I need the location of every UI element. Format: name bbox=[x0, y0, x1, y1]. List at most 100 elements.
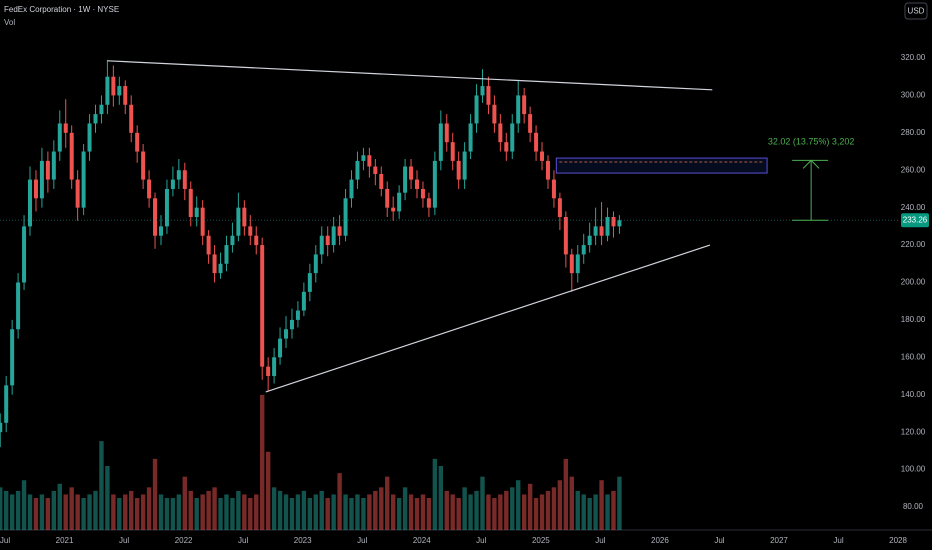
volume-bar bbox=[182, 476, 188, 530]
last-price-box bbox=[901, 213, 929, 228]
volume-bar bbox=[301, 490, 307, 530]
candle-body bbox=[534, 132, 539, 152]
candle-body bbox=[510, 123, 515, 152]
volume-bar bbox=[325, 498, 330, 530]
volume-bar bbox=[129, 490, 134, 530]
volume-bar bbox=[468, 494, 473, 530]
y-tick-label: 80.00 bbox=[903, 502, 924, 511]
candle-body bbox=[0, 422, 3, 433]
y-tick-label: 280.00 bbox=[901, 128, 926, 137]
candle-body bbox=[117, 86, 122, 96]
candle-body bbox=[480, 86, 485, 96]
volume-bar bbox=[230, 498, 235, 530]
candle-body bbox=[176, 170, 181, 180]
candle-body bbox=[581, 245, 586, 255]
volume-bar bbox=[414, 498, 420, 530]
volume-bar bbox=[373, 490, 378, 530]
candle-body bbox=[569, 254, 574, 274]
volume-bar bbox=[349, 498, 354, 530]
candle-body bbox=[468, 123, 473, 152]
y-tick-label: 220.00 bbox=[901, 240, 926, 249]
volume-bar bbox=[194, 498, 199, 530]
candle-body bbox=[147, 179, 152, 199]
volume-bar bbox=[188, 490, 193, 530]
last-price-label: 233.26 bbox=[903, 215, 928, 224]
candle-body bbox=[164, 188, 169, 227]
y-tick-label: 140.00 bbox=[901, 390, 926, 399]
candle-body bbox=[194, 207, 199, 218]
candle-body bbox=[69, 132, 74, 180]
candle-body bbox=[450, 142, 455, 161]
candle-body bbox=[474, 95, 479, 124]
candle-body bbox=[415, 179, 420, 189]
volume-bar bbox=[200, 494, 205, 530]
candle-body bbox=[551, 179, 556, 199]
volume-bar bbox=[605, 494, 610, 530]
candle-body bbox=[33, 179, 38, 199]
volume-bar bbox=[516, 480, 521, 530]
volume-bar bbox=[254, 494, 259, 530]
volume-bar bbox=[438, 466, 444, 530]
volume-bar bbox=[361, 498, 366, 530]
candle-body bbox=[563, 217, 568, 255]
volume-bar bbox=[105, 466, 110, 530]
candle-body bbox=[617, 220, 622, 227]
candle-body bbox=[349, 179, 354, 199]
candle-body bbox=[516, 95, 521, 124]
candle-body bbox=[337, 226, 342, 236]
candle-body bbox=[426, 198, 431, 208]
x-tick-label: 2023 bbox=[294, 536, 312, 545]
y-tick-label: 240.00 bbox=[901, 203, 926, 212]
volume-bar bbox=[385, 476, 390, 530]
x-tick-label: Jul bbox=[119, 536, 129, 545]
candle-body bbox=[432, 160, 437, 208]
candle-body bbox=[93, 114, 98, 124]
candle-body bbox=[361, 155, 366, 161]
currency-label[interactable]: USD bbox=[908, 7, 925, 16]
candle-body bbox=[182, 170, 187, 189]
y-tick-label: 300.00 bbox=[901, 91, 926, 100]
volume-bar bbox=[444, 490, 449, 530]
y-tick-label: 260.00 bbox=[901, 165, 926, 174]
candle-body bbox=[367, 155, 372, 167]
trendline bbox=[265, 244, 711, 393]
volume-bar bbox=[432, 458, 438, 530]
candle-body bbox=[486, 86, 491, 105]
volume-bar bbox=[456, 498, 461, 530]
x-tick-label: Jul bbox=[595, 536, 605, 545]
volume-bar bbox=[551, 487, 557, 530]
y-tick-label: 320.00 bbox=[901, 53, 926, 62]
volume-bar bbox=[575, 490, 580, 530]
volume-bar bbox=[51, 490, 57, 530]
volume-bar bbox=[134, 498, 140, 530]
candle-body bbox=[355, 160, 360, 180]
volume-bar bbox=[426, 498, 432, 530]
volume-bar bbox=[146, 487, 152, 530]
candle-body bbox=[540, 151, 545, 161]
volume-bar bbox=[593, 494, 598, 530]
candle-body bbox=[266, 366, 271, 377]
volume-bar bbox=[9, 494, 15, 530]
candle-body bbox=[153, 198, 158, 236]
y-tick-label: 100.00 bbox=[901, 465, 926, 474]
volume-bar bbox=[283, 494, 289, 530]
currency-button[interactable] bbox=[904, 2, 928, 20]
volume-bar bbox=[545, 490, 551, 530]
x-tick-label: 2026 bbox=[651, 536, 669, 545]
candle-body bbox=[224, 245, 229, 264]
x-tick-label: 2027 bbox=[770, 536, 788, 545]
volume-bar bbox=[474, 490, 479, 530]
candle-body bbox=[248, 226, 253, 236]
x-tick-label: 2022 bbox=[175, 536, 193, 545]
volume-bar bbox=[45, 498, 51, 530]
volume-bar bbox=[15, 490, 21, 530]
volume-bar bbox=[0, 487, 3, 530]
candle-body bbox=[22, 226, 27, 283]
x-tick-label: Jul bbox=[476, 536, 486, 545]
candle-body bbox=[438, 123, 443, 161]
candle-body bbox=[295, 310, 300, 320]
candle-body bbox=[504, 142, 509, 152]
volume-bar bbox=[504, 490, 509, 530]
measure-arrowhead bbox=[802, 159, 820, 169]
volume-bar bbox=[111, 494, 116, 530]
